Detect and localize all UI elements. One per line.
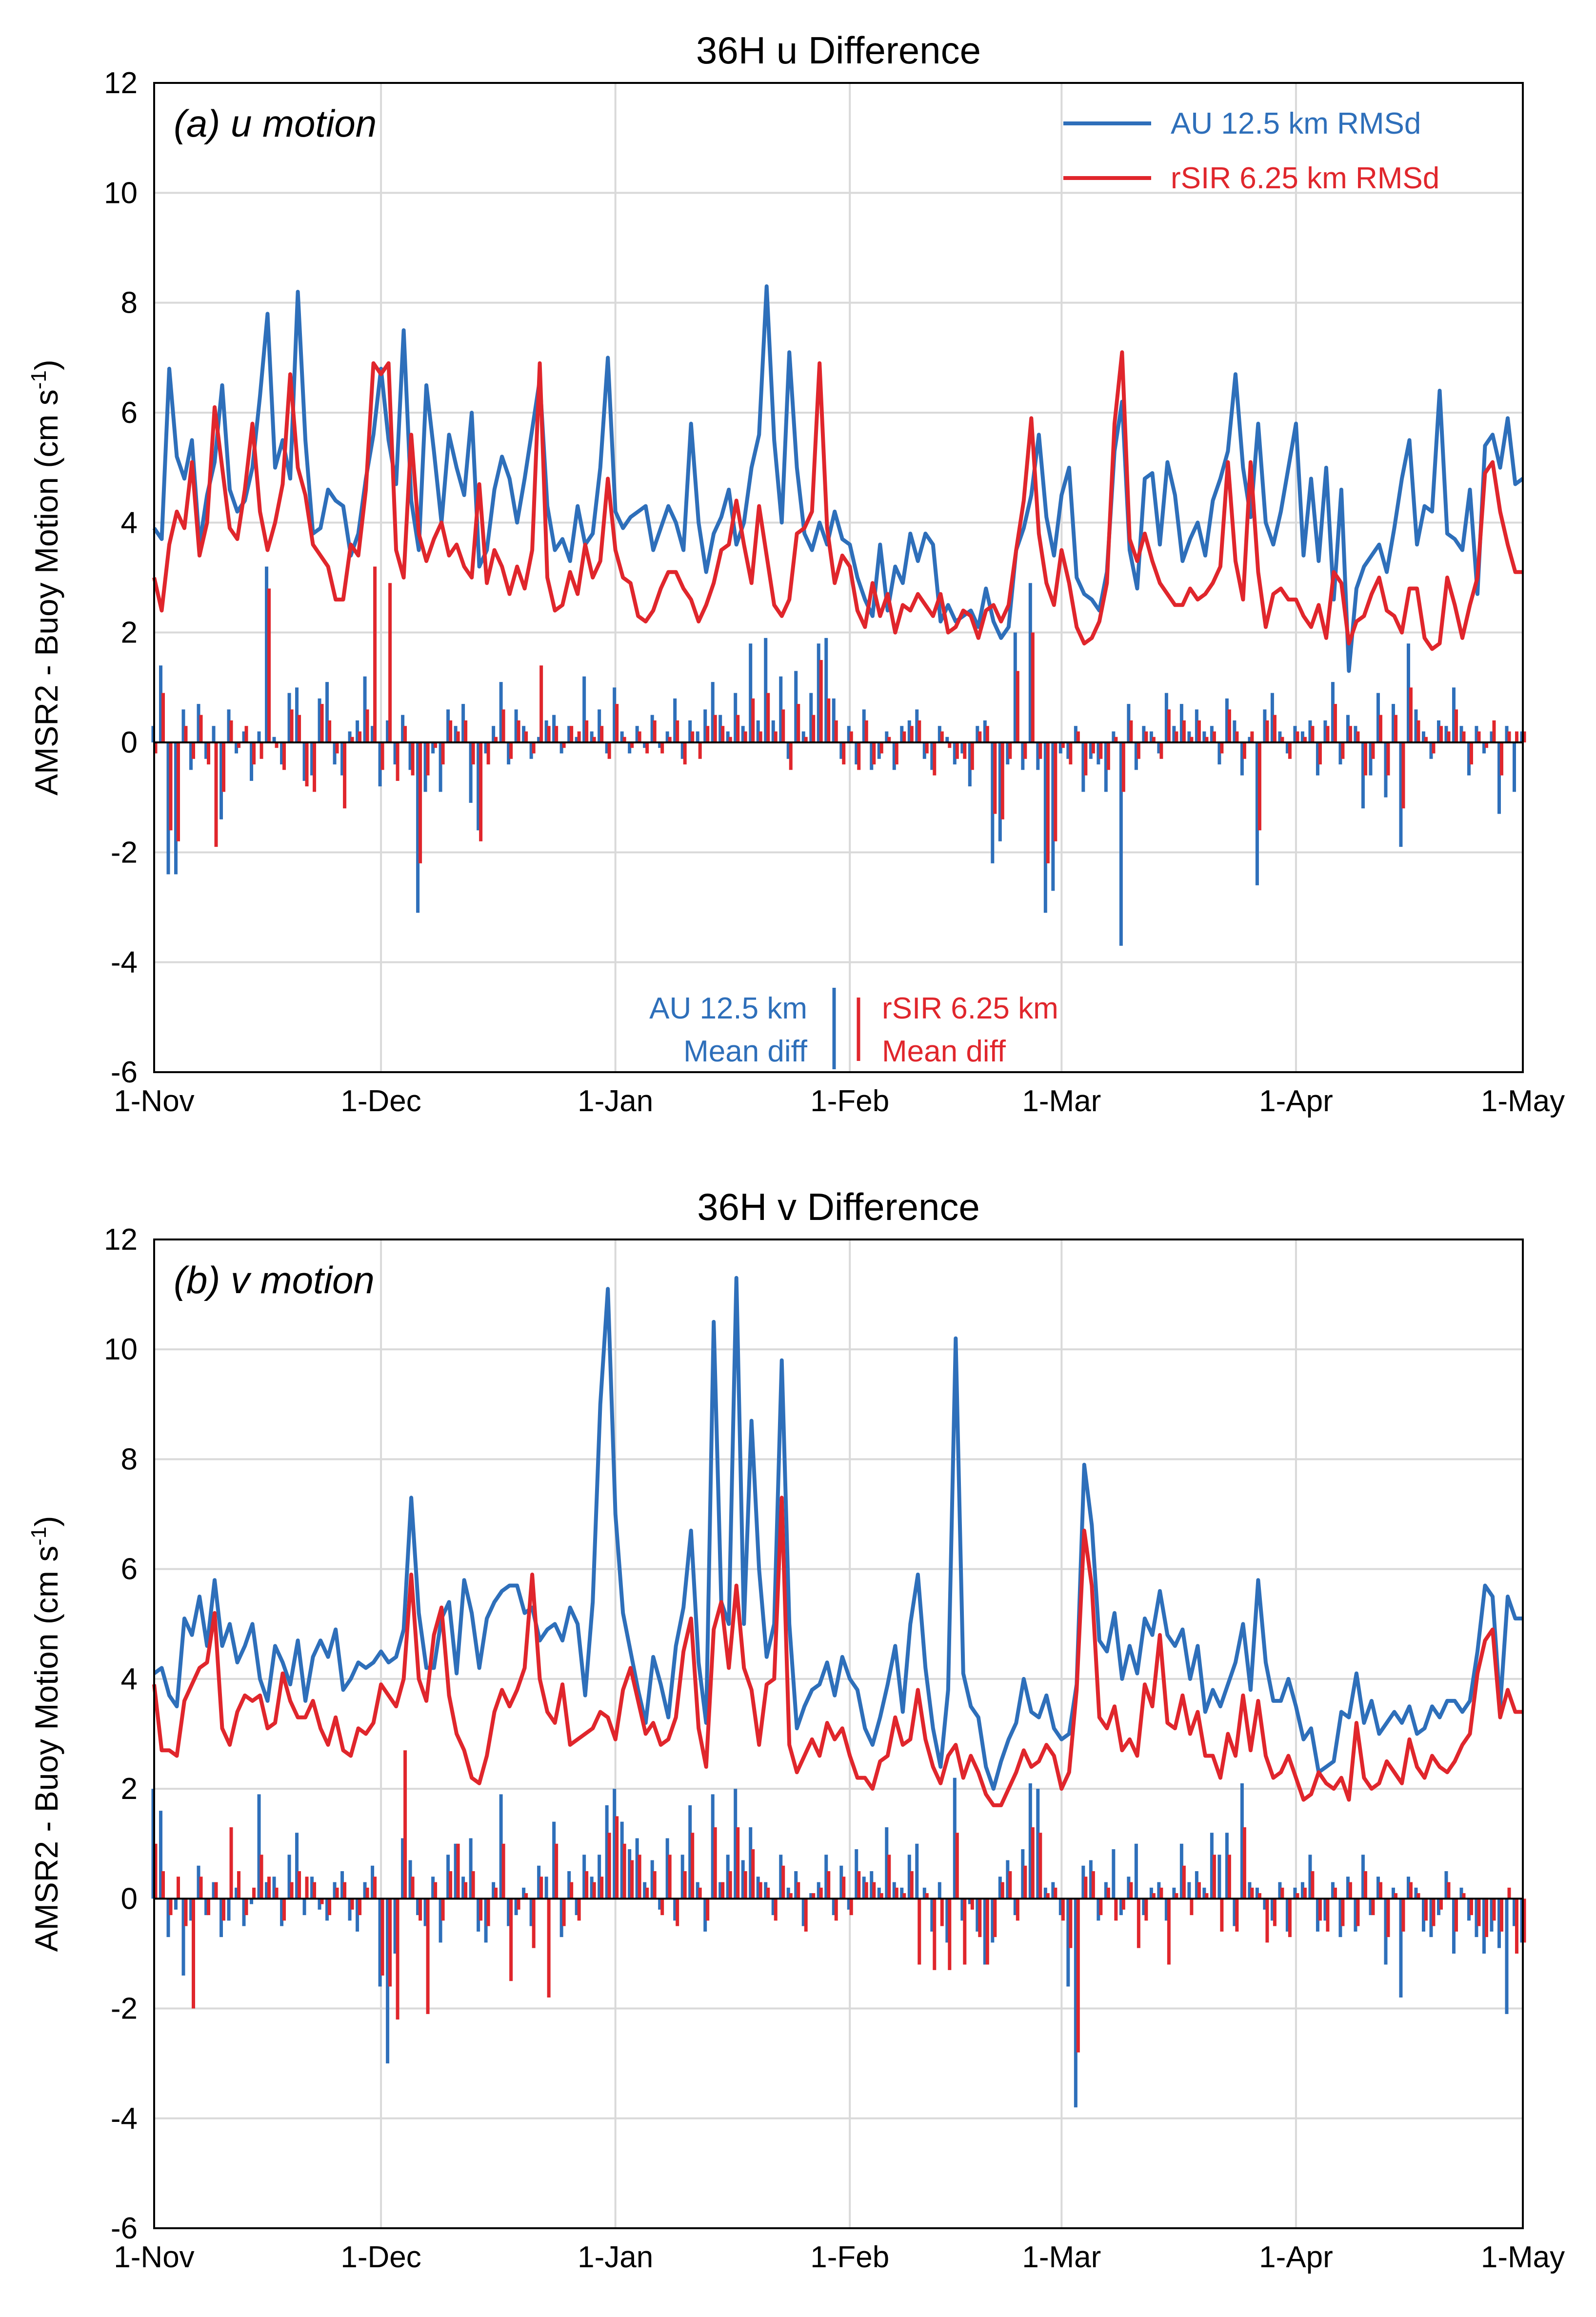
legend-rsir-bar-label-2: Mean diff — [882, 1035, 1006, 1068]
legend-au-bar-label-1: AU 12.5 km — [649, 992, 807, 1025]
y-axis-label: AMSR2 - Buoy Motion (cm s-1) — [27, 1516, 64, 1952]
x-tick-label: 1-Apr — [1259, 2240, 1333, 2274]
au-rmsd-line — [153, 1276, 1523, 1791]
x-tick-label: 1-Jan — [578, 2240, 653, 2274]
y-tick-label: -4 — [111, 2102, 138, 2136]
plot-frame — [153, 82, 1524, 1073]
legend-rsir-bar-label-1: rSIR 6.25 km — [882, 992, 1058, 1025]
y-tick-label: 8 — [121, 286, 138, 320]
x-tick-label: 1-Mar — [1022, 1084, 1101, 1118]
y-tick-label: 2 — [121, 616, 138, 650]
y-tick-label: 6 — [121, 396, 138, 430]
rsir-rmsd-line — [152, 350, 1523, 651]
x-tick-label: 1-Feb — [810, 2240, 889, 2274]
y-axis-label-sup: -1 — [27, 370, 51, 389]
x-tick-label: 1-Mar — [1022, 2240, 1101, 2274]
y-axis-label-sup: -1 — [27, 1527, 51, 1546]
y-tick-label: 12 — [104, 66, 138, 100]
y-axis-label-main: AMSR2 - Buoy Motion (cm s — [28, 389, 64, 796]
x-tick-label: 1-Jan — [578, 1084, 653, 1118]
y-tick-label: 0 — [121, 1882, 138, 1916]
y-tick-label: 10 — [104, 1333, 138, 1366]
x-tick-label: 1-Nov — [114, 1084, 194, 1118]
x-tick-label: 1-Feb — [810, 1084, 889, 1118]
au-rmsd-line — [152, 284, 1524, 673]
y-tick-label: 6 — [121, 1553, 138, 1586]
y-axis-label-end: ) — [28, 360, 64, 370]
rsir-rmsd-line — [152, 1496, 1523, 1807]
panel-label: (b) v motion — [174, 1258, 375, 1301]
chart-title: 36H v Difference — [697, 1185, 980, 1228]
plot-frame — [153, 1238, 1524, 2229]
y-tick-label: -2 — [111, 1992, 138, 2026]
panel-label: (a) u motion — [174, 102, 377, 145]
y-tick-label: 10 — [104, 176, 138, 210]
x-tick-label: 1-Apr — [1259, 1084, 1333, 1118]
legend-rmsd: AU 12.5 km RMSd rSIR 6.25 km RMSd — [1063, 107, 1439, 195]
chart-panel-2: 36H v Difference -6 -4 -2 0 2 4 6 8 10 12 1-Nov 1-De… — [27, 1185, 1565, 2274]
y-tick-label: 8 — [121, 1442, 138, 1476]
legend-mean-diff: AU 12.5 km Mean diff rSIR 6.25 km Mean diff — [649, 988, 1058, 1069]
y-tick-label: -4 — [111, 946, 138, 979]
x-tick-label: 1-Nov — [114, 2240, 194, 2274]
x-tick-label: 1-May — [1481, 2240, 1565, 2274]
y-axis-label-end: ) — [28, 1516, 64, 1527]
y-tick-label: -6 — [111, 2212, 138, 2245]
x-tick-label: 1-Dec — [340, 1084, 421, 1118]
legend-au-bar-label-2: Mean diff — [683, 1035, 808, 1068]
legend-au-label: AU 12.5 km RMSd — [1171, 107, 1421, 140]
y-tick-label: 0 — [121, 726, 138, 759]
y-tick-label: 4 — [121, 506, 138, 539]
y-tick-label: 4 — [121, 1662, 138, 1696]
x-tick-label: 1-May — [1481, 1084, 1565, 1118]
y-axis-label-main: AMSR2 - Buoy Motion (cm s — [28, 1546, 64, 1952]
x-tick-label: 1-Dec — [340, 2240, 421, 2274]
y-tick-label: 12 — [104, 1223, 138, 1257]
y-tick-label: -2 — [111, 836, 138, 869]
chart-panel-1: 36H u Difference -6 -4 -2 0 2 4 6 8 10 12 1-Nov 1-De… — [27, 29, 1565, 1118]
chart-title: 36H u Difference — [696, 29, 981, 72]
y-tick-label: 2 — [121, 1772, 138, 1806]
y-tick-label: -6 — [111, 1056, 138, 1089]
legend-rsir-label: rSIR 6.25 km RMSd — [1171, 161, 1439, 195]
y-axis-label: AMSR2 - Buoy Motion (cm s-1) — [27, 360, 64, 796]
